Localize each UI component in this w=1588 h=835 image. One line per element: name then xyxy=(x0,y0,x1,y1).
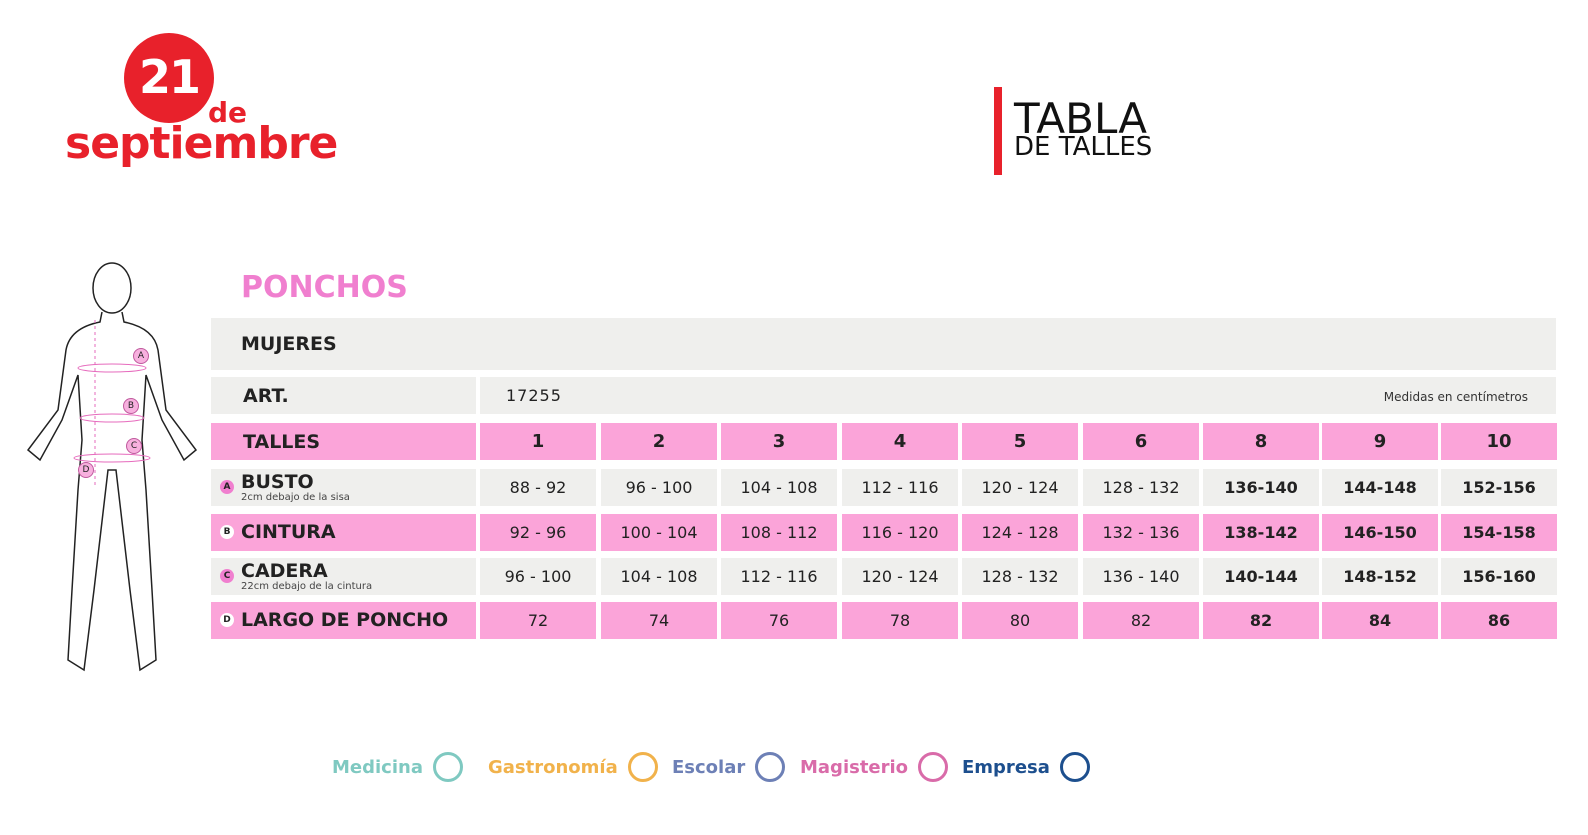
value-cell: 148-152 xyxy=(1322,558,1438,595)
size-cell: 9 xyxy=(1322,423,1438,460)
figure-marker: B xyxy=(123,398,139,414)
value-cell: 104 - 108 xyxy=(601,558,717,595)
footer-icon xyxy=(918,752,949,782)
row-name: CADERA xyxy=(241,559,328,582)
row-marker: A xyxy=(220,480,234,494)
group-label: MUJERES xyxy=(211,318,1556,370)
art-value: 17255 xyxy=(480,377,1556,414)
logo-number: 21 xyxy=(138,50,201,104)
footer-item: Escolar xyxy=(672,752,786,782)
row-label: B CINTURA xyxy=(211,514,476,551)
row-marker: C xyxy=(220,569,234,583)
footer-item: Medicina xyxy=(332,752,463,782)
value-cell: 132 - 136 xyxy=(1083,514,1199,551)
footer-item: Empresa xyxy=(962,752,1090,782)
value-cell: 84 xyxy=(1322,602,1438,639)
value-cell: 152-156 xyxy=(1441,469,1557,506)
footer-name: Escolar xyxy=(672,756,746,778)
size-cell: 2 xyxy=(601,423,717,460)
footer-name: Magisterio xyxy=(800,756,909,778)
footer-name: Gastronomía xyxy=(488,756,618,778)
value-cell: 140-144 xyxy=(1203,558,1319,595)
value-cell: 82 xyxy=(1203,602,1319,639)
row-name: BUSTO xyxy=(241,470,314,493)
header-bar xyxy=(994,87,1002,175)
value-cell: 96 - 100 xyxy=(601,469,717,506)
size-cell: 1 xyxy=(480,423,596,460)
footer-name: Empresa xyxy=(962,756,1050,778)
value-cell: 112 - 116 xyxy=(842,469,958,506)
value-cell: 76 xyxy=(721,602,837,639)
header-title: TABLA xyxy=(1014,94,1148,143)
row-marker: D xyxy=(220,613,234,627)
value-cell: 92 - 96 xyxy=(480,514,596,551)
row-name: CINTURA xyxy=(241,521,336,543)
footer-icon xyxy=(755,752,786,782)
header-label: TALLES xyxy=(211,423,476,460)
footer-item: Gastronomía xyxy=(488,752,658,782)
value-cell: 88 - 92 xyxy=(480,469,596,506)
value-cell: 136-140 xyxy=(1203,469,1319,506)
value-cell: 80 xyxy=(962,602,1078,639)
footer-icon xyxy=(627,752,658,782)
row-note: 2cm debajo de la sisa xyxy=(241,491,350,503)
value-cell: 116 - 120 xyxy=(842,514,958,551)
value-cell: 156-160 xyxy=(1441,558,1557,595)
value-cell: 74 xyxy=(601,602,717,639)
header-subtitle: DE TALLES xyxy=(1014,132,1153,162)
value-cell: 112 - 116 xyxy=(721,558,837,595)
art-note: Medidas en centímetros xyxy=(1383,390,1528,404)
value-cell: 154-158 xyxy=(1441,514,1557,551)
size-cell: 3 xyxy=(721,423,837,460)
row-label: C CADERA 22cm debajo de la cintura xyxy=(211,558,476,595)
value-cell: 120 - 124 xyxy=(842,558,958,595)
value-cell: 108 - 112 xyxy=(721,514,837,551)
size-cell: 10 xyxy=(1441,423,1557,460)
value-cell: 96 - 100 xyxy=(480,558,596,595)
value-cell: 104 - 108 xyxy=(721,469,837,506)
size-cell: 6 xyxy=(1083,423,1199,460)
row-label: D LARGO DE PONCHO xyxy=(211,602,476,639)
value-cell: 100 - 104 xyxy=(601,514,717,551)
size-cell: 8 xyxy=(1203,423,1319,460)
logo-de: de xyxy=(208,96,248,129)
value-cell: 86 xyxy=(1441,602,1557,639)
footer-icon xyxy=(1059,752,1090,782)
value-cell: 138-142 xyxy=(1203,514,1319,551)
figure-marker: A xyxy=(133,348,149,364)
value-cell: 146-150 xyxy=(1322,514,1438,551)
value-cell: 128 - 132 xyxy=(1083,469,1199,506)
row-label: A BUSTO 2cm debajo de la sisa xyxy=(211,469,476,506)
value-cell: 144-148 xyxy=(1322,469,1438,506)
row-marker: B xyxy=(220,525,234,539)
logo-circle xyxy=(124,33,214,123)
logo-month: septiembre xyxy=(65,118,338,169)
art-label: ART. xyxy=(211,377,476,414)
value-cell: 136 - 140 xyxy=(1083,558,1199,595)
figure-marker: C xyxy=(126,438,142,454)
figure-marker: D xyxy=(78,462,94,478)
value-cell: 120 - 124 xyxy=(962,469,1078,506)
size-cell: 4 xyxy=(842,423,958,460)
row-note: 22cm debajo de la cintura xyxy=(241,580,373,592)
value-cell: 82 xyxy=(1083,602,1199,639)
logo: 21 de septiembre xyxy=(60,30,340,180)
value-cell: 124 - 128 xyxy=(962,514,1078,551)
footer-icon xyxy=(432,752,463,782)
footer-name: Medicina xyxy=(332,756,423,778)
row-name: LARGO DE PONCHO xyxy=(241,609,449,631)
value-cell: 78 xyxy=(842,602,958,639)
value-cell: 128 - 132 xyxy=(962,558,1078,595)
value-cell: 72 xyxy=(480,602,596,639)
body-figure xyxy=(26,262,198,672)
size-cell: 5 xyxy=(962,423,1078,460)
section-title: PONCHOS xyxy=(241,270,408,305)
footer-item: Magisterio xyxy=(800,752,949,782)
